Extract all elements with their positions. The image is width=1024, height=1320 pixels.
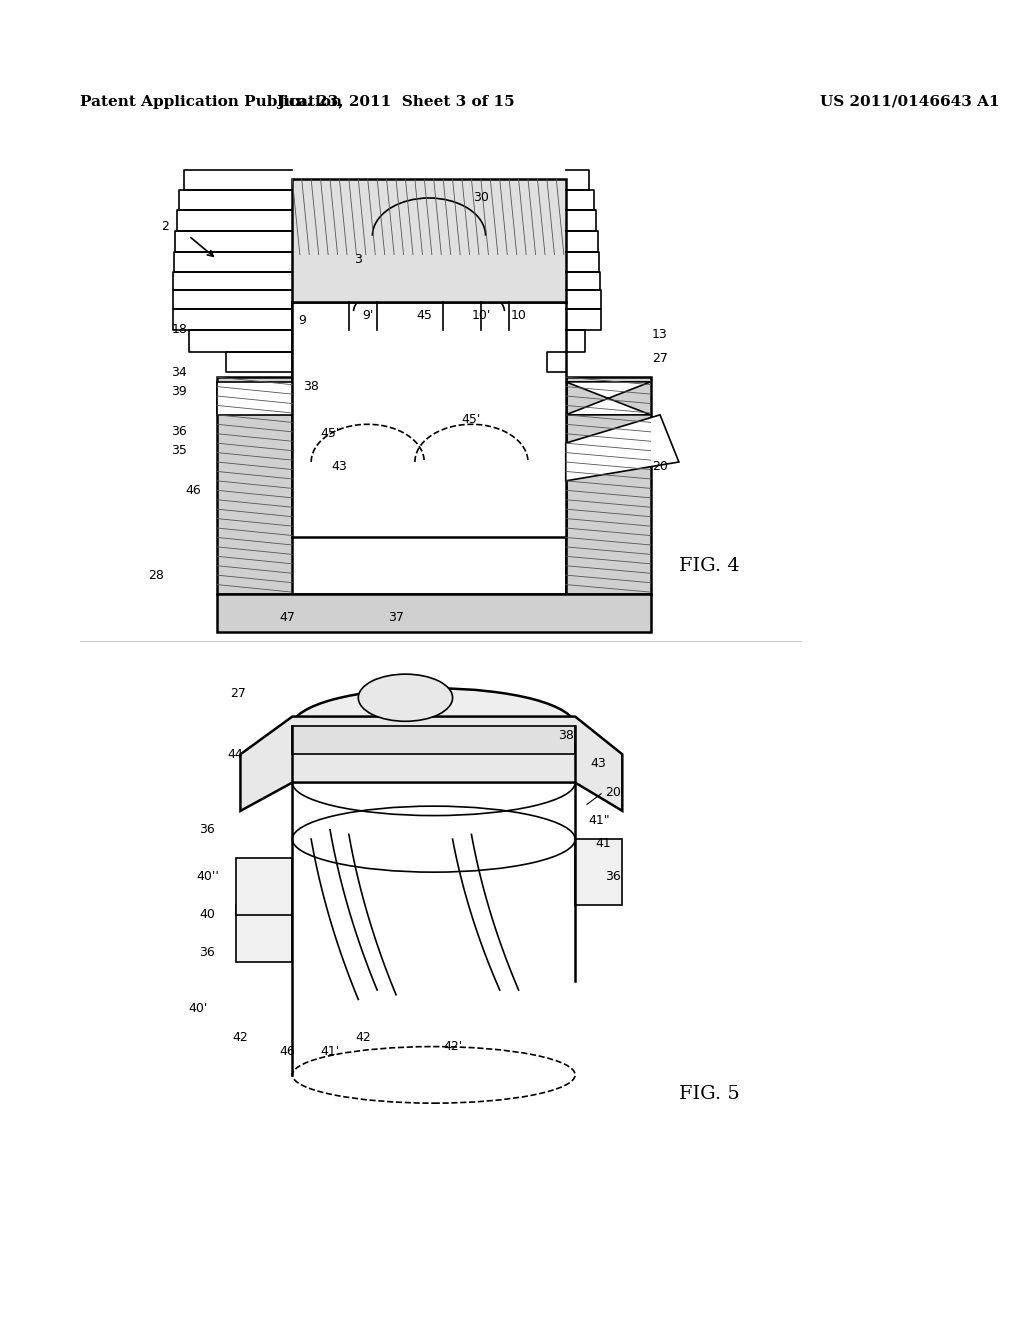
Polygon shape	[241, 717, 623, 810]
Text: 42: 42	[232, 1031, 248, 1044]
Polygon shape	[565, 381, 650, 414]
Text: Patent Application Publication: Patent Application Publication	[80, 95, 342, 108]
Text: 27: 27	[230, 686, 247, 700]
Ellipse shape	[292, 1047, 575, 1104]
Text: 40': 40'	[188, 1002, 208, 1015]
Ellipse shape	[292, 688, 575, 764]
Text: 36: 36	[200, 824, 215, 836]
Text: 36: 36	[171, 425, 187, 438]
Text: FIG. 5: FIG. 5	[679, 1085, 739, 1102]
Text: 37: 37	[388, 611, 403, 624]
Text: 38: 38	[558, 729, 573, 742]
Text: FIG. 4: FIG. 4	[679, 557, 739, 574]
Text: 43: 43	[591, 758, 606, 770]
Text: 27: 27	[652, 351, 668, 364]
Polygon shape	[292, 180, 565, 302]
Ellipse shape	[358, 675, 453, 721]
Text: 42': 42'	[443, 1040, 462, 1053]
Text: 44: 44	[228, 748, 244, 760]
Polygon shape	[236, 858, 292, 915]
Polygon shape	[575, 840, 623, 906]
Polygon shape	[217, 594, 650, 632]
Text: Jun. 23, 2011  Sheet 3 of 15: Jun. 23, 2011 Sheet 3 of 15	[278, 95, 515, 108]
Text: 2: 2	[161, 219, 169, 232]
Polygon shape	[565, 378, 650, 594]
Text: 3: 3	[354, 252, 362, 265]
Polygon shape	[217, 378, 292, 594]
Text: 34: 34	[171, 366, 187, 379]
Text: 40: 40	[200, 908, 215, 921]
Text: 30: 30	[473, 191, 488, 205]
Text: 42: 42	[355, 1031, 371, 1044]
Text: 36: 36	[200, 946, 215, 958]
Text: 41': 41'	[321, 1045, 340, 1057]
Text: 41": 41"	[588, 814, 609, 826]
Text: 13: 13	[652, 329, 668, 341]
Text: 9: 9	[298, 314, 305, 327]
Text: 9': 9'	[362, 309, 374, 322]
Text: 46: 46	[185, 484, 201, 496]
Text: 39: 39	[171, 384, 187, 397]
Polygon shape	[292, 302, 565, 594]
Polygon shape	[236, 906, 292, 962]
Text: 46: 46	[280, 1045, 296, 1057]
Text: 20: 20	[605, 785, 621, 799]
Polygon shape	[565, 414, 679, 480]
Text: 35: 35	[171, 444, 187, 457]
Polygon shape	[292, 302, 565, 537]
Text: 47: 47	[280, 611, 296, 624]
Text: US 2011/0146643 A1: US 2011/0146643 A1	[820, 95, 999, 108]
Text: 38: 38	[303, 380, 319, 393]
Polygon shape	[217, 381, 292, 414]
Text: 10': 10'	[471, 309, 490, 322]
Text: 45': 45'	[462, 413, 481, 426]
Text: 45: 45	[417, 309, 432, 322]
Text: 40'': 40''	[196, 870, 219, 883]
Text: 45': 45'	[321, 428, 340, 440]
Text: 36: 36	[605, 870, 621, 883]
Text: 20: 20	[652, 461, 668, 473]
Text: 43: 43	[332, 461, 347, 473]
Text: 10: 10	[511, 309, 526, 322]
Text: 18: 18	[171, 323, 187, 337]
Polygon shape	[292, 726, 575, 754]
Text: 28: 28	[147, 569, 164, 582]
Text: 41: 41	[596, 837, 611, 850]
